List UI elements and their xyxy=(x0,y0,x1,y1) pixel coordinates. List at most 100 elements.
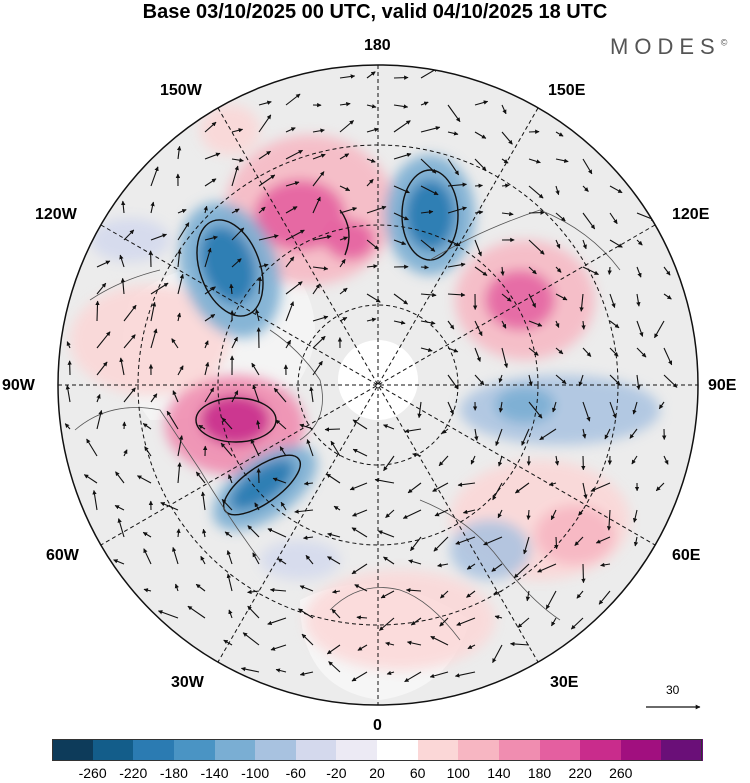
wind-vector-icon xyxy=(339,236,349,241)
anomaly-negative xyxy=(495,387,555,423)
wind-vector-icon xyxy=(498,401,504,413)
anomaly-positive xyxy=(70,285,230,395)
wind-vector-icon xyxy=(501,183,510,188)
colorbar-tick-label: -140 xyxy=(200,765,229,781)
wind-vector-icon xyxy=(609,320,620,329)
wind-vector-icon xyxy=(150,393,158,403)
wind-vector-icon xyxy=(437,563,449,568)
wind-vector-icon xyxy=(581,320,586,330)
colorbar-tick-label: -20 xyxy=(326,765,347,781)
wind-vector-icon xyxy=(447,182,467,187)
wind-vector-icon xyxy=(117,518,125,538)
wind-vector-icon xyxy=(404,671,422,683)
wind-vector-icon xyxy=(609,374,621,386)
wind-vector-icon xyxy=(658,401,665,410)
wind-vector-icon xyxy=(176,528,181,538)
wind-vector-icon xyxy=(187,605,206,619)
wind-vector-icon xyxy=(366,317,377,322)
wind-vector-icon xyxy=(383,424,395,430)
wind-vector-icon xyxy=(582,185,589,192)
contour-line xyxy=(196,219,264,317)
colorbar-cell xyxy=(92,739,134,761)
wind-vector-icon xyxy=(528,210,545,215)
wind-vector-icon xyxy=(528,239,545,255)
wind-vector-icon xyxy=(633,536,639,547)
wind-vector-icon xyxy=(326,644,341,655)
wind-vector-icon xyxy=(455,536,476,545)
wind-vector-icon xyxy=(467,644,476,650)
wind-vector-icon xyxy=(517,617,530,628)
wind-vector-icon xyxy=(497,509,503,519)
colorbar-cell xyxy=(661,739,703,761)
wind-vector-icon xyxy=(143,548,152,565)
meridian-150e-30w xyxy=(217,107,539,663)
wind-vector-icon xyxy=(492,644,503,663)
colorbar-cell xyxy=(498,739,540,761)
wind-vector-icon xyxy=(122,421,127,430)
wind-vector-icon xyxy=(393,320,406,325)
wind-vector-icon xyxy=(96,282,107,295)
wind-vector-icon xyxy=(474,183,483,188)
wind-vector-icon xyxy=(474,374,485,386)
wind-vector-icon xyxy=(420,265,429,270)
wind-vector-icon xyxy=(582,428,587,439)
wind-vector-icon xyxy=(579,293,584,312)
label-30e: 30E xyxy=(550,674,579,691)
wind-vector-icon xyxy=(555,158,569,163)
wind-vector-icon xyxy=(351,527,368,538)
wind-vector-icon xyxy=(142,531,152,538)
colorbar-tick-label: -260 xyxy=(78,765,107,781)
wind-vector-icon xyxy=(578,509,584,516)
wind-vector-icon xyxy=(252,552,260,565)
wind-vector-icon xyxy=(550,509,557,521)
wind-vector-icon xyxy=(366,158,376,163)
colorbar-cell xyxy=(620,739,662,761)
wind-vector-icon xyxy=(299,423,314,430)
wind-vector-icon xyxy=(377,530,395,538)
wind-vector-icon xyxy=(493,590,503,595)
wind-vector-icon xyxy=(410,617,422,626)
wind-vector-icon xyxy=(198,424,206,430)
wind-vector-icon xyxy=(631,455,638,465)
wind-vector-icon xyxy=(439,617,449,627)
wind-vector-icon xyxy=(312,128,325,133)
wind-vector-icon xyxy=(447,292,466,298)
wind-vector-icon xyxy=(501,211,514,217)
wind-vector-icon xyxy=(177,249,182,268)
wind-vector-icon xyxy=(333,505,341,511)
wind-vector-icon xyxy=(366,178,374,187)
wind-vector-icon xyxy=(383,556,395,565)
wind-vector-icon xyxy=(447,158,460,176)
wind-vector-icon xyxy=(380,590,395,599)
wind-vectors xyxy=(64,67,678,683)
wind-vector-icon xyxy=(574,536,584,546)
wind-vector-icon xyxy=(258,100,272,106)
wind-vector-icon xyxy=(247,589,260,595)
wind-vector-icon xyxy=(285,229,305,241)
wind-vector-icon xyxy=(66,341,71,349)
wind-vector-icon xyxy=(663,293,672,300)
wind-vector-icon xyxy=(339,287,348,295)
wind-vector-icon xyxy=(474,131,487,139)
wind-vector-icon xyxy=(221,417,233,430)
wind-vector-icon xyxy=(328,661,341,673)
wind-vector-icon xyxy=(204,235,218,241)
label-0: 0 xyxy=(373,717,382,734)
wind-vector-icon xyxy=(256,468,261,484)
wind-vector-icon xyxy=(474,210,484,215)
wind-vector-icon xyxy=(515,482,530,494)
anomaly-negative xyxy=(460,375,660,445)
wind-vector-icon xyxy=(357,644,368,651)
wind-vector-icon xyxy=(258,150,271,160)
wind-vector-icon xyxy=(113,559,125,565)
wind-vector-icon xyxy=(447,320,455,330)
wind-vector-icon xyxy=(96,393,101,403)
wind-vector-icon xyxy=(258,234,279,241)
wind-vector-icon xyxy=(96,331,111,349)
wind-vector-icon xyxy=(420,347,433,353)
wind-vector-icon xyxy=(258,206,266,214)
wind-vector-icon xyxy=(500,266,505,276)
colorbar-tick-label: 260 xyxy=(609,765,633,781)
wind-vector-icon xyxy=(404,428,422,434)
